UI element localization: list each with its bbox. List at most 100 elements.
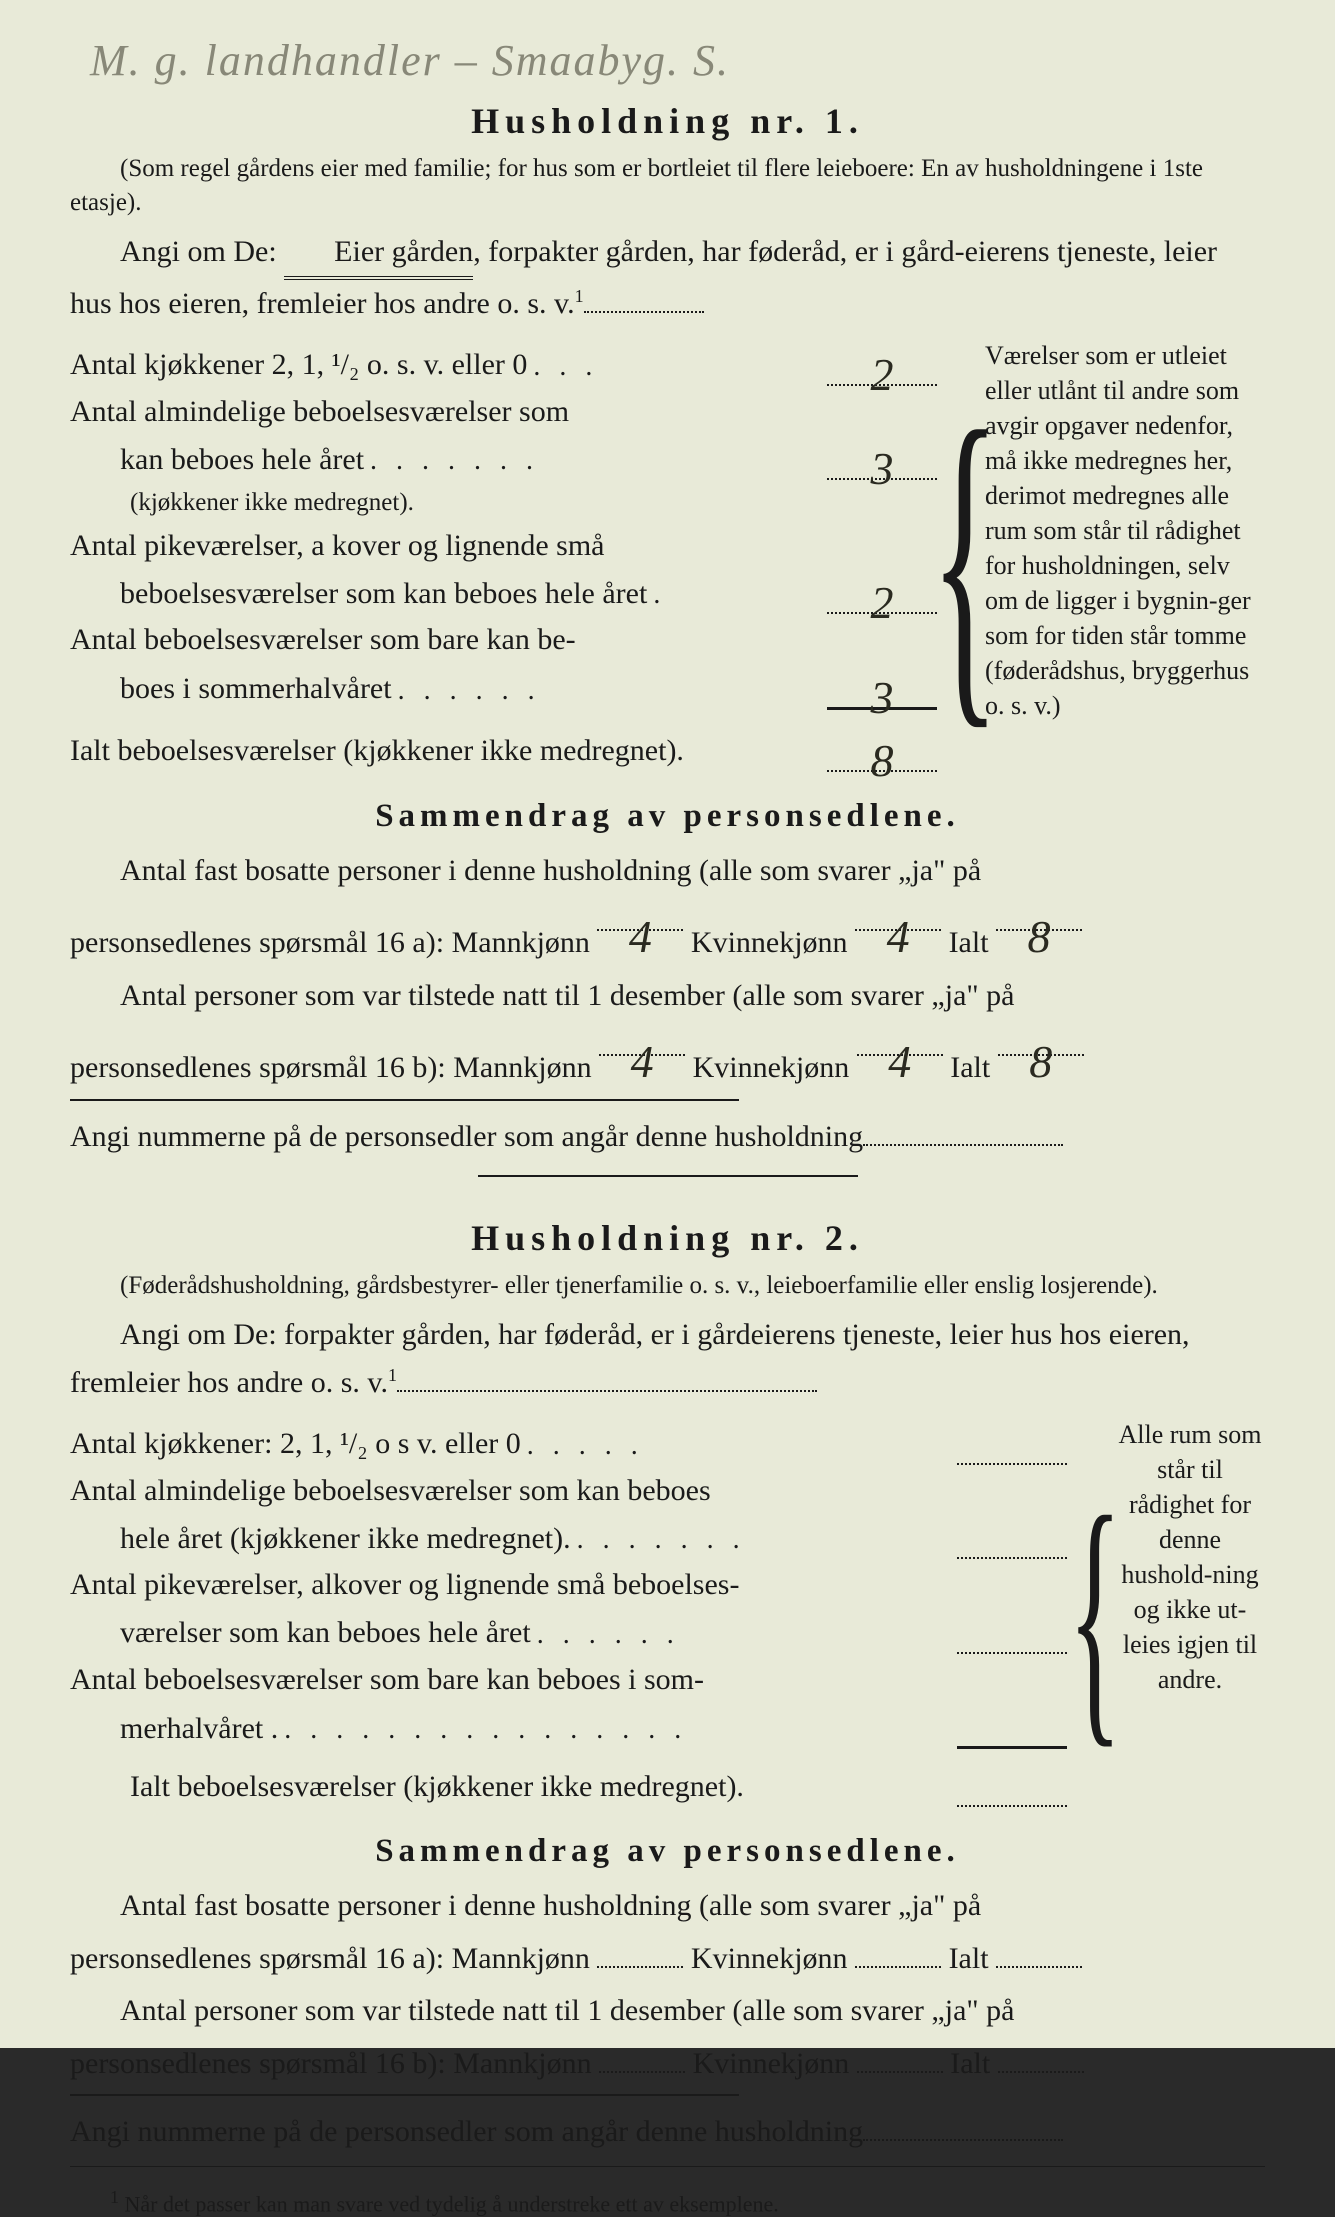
tilstede-b-2: personsedlenes spørsmål 16 b): Mannkjønn [70,2047,592,2080]
angi-prefix: Angi om De: [120,235,277,268]
footnote-rule [70,2166,1265,2167]
kvinne-label: Kvinnekjønn [691,926,848,959]
tilstede-ialt-1: 8 [1029,1036,1052,1087]
dots: . . . . . . . [571,1521,949,1559]
fast-mann-slot-2 [597,1934,683,1968]
kjokkener-value-slot-1: 2 [827,344,937,386]
kvinne-label-t2: Kvinnekjønn [693,2047,850,2080]
sommer-label-b-2: merhalvåret . [70,1709,278,1750]
section-1-note: (Som regel gårdens eier med familie; for… [70,152,1265,220]
dots: . . . . . . [392,672,819,710]
footnote-ref: 1 [575,286,584,306]
kjokkener-value-slot-2 [957,1423,1067,1465]
tilstede-mann-slot-2 [599,2039,685,2073]
pike-label-a-1: Antal pikeværelser, a kover og lignende … [70,526,604,567]
dots: . [647,576,819,614]
sommer-value-slot-1: 3 [827,667,937,710]
almindelige-sub-1: (kjøkkener ikke medregnet). [70,486,414,520]
ialt-value-slot-2 [957,1765,1067,1807]
pike-label-b-1: beboelsesværelser som kan beboes hele år… [70,574,647,615]
section-1-angi: Angi om De: Eier gården, forpakter gårde… [70,228,1265,328]
section-1-rows: Antal kjøkkener 2, 1, ¹/₂ o. s. v. eller… [70,338,1265,778]
section-2-note: (Føderådshusholdning, gårdsbestyrer- ell… [70,1269,1265,1303]
fast-bosatte-a-2: Antal fast bosatte personer i denne hush… [70,1880,981,1933]
almindelige-value-slot-2 [957,1517,1067,1559]
handwritten-header: M. g. landhandler – Smaabyg. S. [90,35,730,86]
divider-1 [70,1099,739,1101]
tilstede-kvinne-1: 4 [888,1036,911,1087]
divider-2 [70,2094,739,2096]
angi-prefix-2: Angi om De: [120,1318,277,1351]
almindelige-label-a-1: Antal almindelige beboelsesværelser som [70,392,569,433]
row-almindelige-1: Antal almindelige beboelsesværelser som … [70,392,937,520]
ialt-label-1: Ialt beboelsesværelser (kjøkkener ikke m… [70,731,684,772]
tilstede-a-1: Antal personer som var tilstede natt til… [70,970,1014,1023]
tilstede-1: Antal personer som var tilstede natt til… [70,970,1265,1095]
almindelige-label-a-2: Antal almindelige beboelsesværelser som … [70,1471,711,1512]
section-2-angi: Angi om De: forpakter gården, har føderå… [70,1311,1265,1407]
row-ialt-1: Ialt beboelsesværelser (kjøkkener ikke m… [70,724,937,772]
sommer-label-a-1: Antal beboelsesværelser som bare kan be- [70,620,576,661]
ialt-value-slot-1: 8 [827,724,937,772]
angi-fill [584,291,704,313]
footnote-ref-2: 1 [388,1365,397,1385]
pike-label-b-2: værelser som kan beboes hele året [70,1613,531,1654]
almindelige-label-b-2: hele året (kjøkkener ikke medregnet). [70,1519,571,1560]
tilstede-kvinne-slot-1: 4 [857,1022,943,1056]
angi-numre-fill-2 [863,2119,1063,2141]
sommer-value-1: 3 [871,672,894,723]
fast-bosatte-1: Antal fast bosatte personer i denne hush… [70,845,1265,970]
almindelige-value-1: 3 [871,443,894,494]
angi-numre-text-2: Angi nummerne på de personsedler som ang… [70,2115,863,2148]
pike-label-a-2: Antal pikeværelser, alkover og lignende … [70,1565,739,1606]
sommer-label-a-2: Antal beboelsesværelser som bare kan beb… [70,1660,704,1701]
tilstede-a-2: Antal personer som var tilstede natt til… [70,1985,1014,2038]
fast-mann-slot-1: 4 [597,897,683,931]
tilstede-ialt-slot-2 [998,2039,1084,2073]
dots: . . . . . . . . . . . . . . . . [278,1711,949,1749]
fast-ialt-slot-2 [996,1934,1082,1968]
sommer-value-slot-2 [957,1706,1067,1749]
brace-1: { [957,338,973,778]
almindelige-value-slot-1: 3 [827,438,937,480]
brace-2: { [1087,1417,1103,1814]
dots: . . . [527,348,819,386]
section-2-title: Husholdning nr. 2. [70,1217,1265,1259]
ialt-value-1: 8 [871,735,894,786]
tilstede-ialt-slot-1: 8 [998,1022,1084,1056]
angi-numre-text-1: Angi nummerne på de personsedler som ang… [70,1120,863,1153]
tilstede-2: Antal personer som var tilstede natt til… [70,1985,1265,2090]
fast-ialt-1: 8 [1028,911,1051,962]
rows-left-1: Antal kjøkkener 2, 1, ¹/₂ o. s. v. eller… [70,338,937,778]
tilstede-b-1: personsedlenes spørsmål 16 b): Mannkjønn [70,1051,592,1084]
almindelige-label-b-1: kan beboes hele året [70,440,364,481]
pike-value-1: 2 [871,577,894,628]
fast-kvinne-1: 4 [887,911,910,962]
sommer-label-b-1: boes i sommerhalvåret [70,669,392,710]
footnote-num: 1 [110,2187,119,2207]
pike-value-slot-2 [957,1612,1067,1654]
footnote: 1 Når det passer kan man svare ved tydel… [70,2187,1265,2217]
fast-kvinne-slot-2 [855,1934,941,1968]
section-2-rows: Antal kjøkkener: 2, 1, ¹/₂ o s v. eller … [70,1417,1265,1814]
row-sommer-2: Antal beboelsesværelser som bare kan beb… [70,1660,1067,1750]
angi-numre-1: Angi nummerne på de personsedler som ang… [70,1113,1265,1161]
side-note-2: Alle rum som står til rådighet for denne… [1109,1417,1265,1814]
angi-numre-fill-1 [863,1124,1063,1146]
ialt-label-t1: Ialt [950,1051,990,1084]
fast-mann-1: 4 [629,911,652,962]
fast-bosatte-2: Antal fast bosatte personer i denne hush… [70,1880,1265,1985]
census-form-page: M. g. landhandler – Smaabyg. S. Husholdn… [0,0,1335,2048]
dots: . . . . . . [531,1616,949,1654]
tilstede-mann-1: 4 [631,1036,654,1087]
row-almindelige-2: Antal almindelige beboelsesværelser som … [70,1471,1067,1560]
fast-bosatte-b-1: personsedlenes spørsmål 16 a): Mannkjønn [70,926,590,959]
dots: . . . . . . . [364,442,819,480]
kvinne-label-t1: Kvinnekjønn [693,1051,850,1084]
angi-underlined-choice: Eier gården [284,228,473,280]
sammendrag-title-1: Sammendrag av personsedlene. [70,798,1265,835]
tilstede-mann-slot-1: 4 [599,1022,685,1056]
side-note-1: Værelser som er utleiet eller utlånt til… [979,338,1265,778]
row-kjokkener-2: Antal kjøkkener: 2, 1, ¹/₂ o s v. eller … [70,1423,1067,1465]
row-pike-1: Antal pikeværelser, a kover og lignende … [70,526,937,615]
